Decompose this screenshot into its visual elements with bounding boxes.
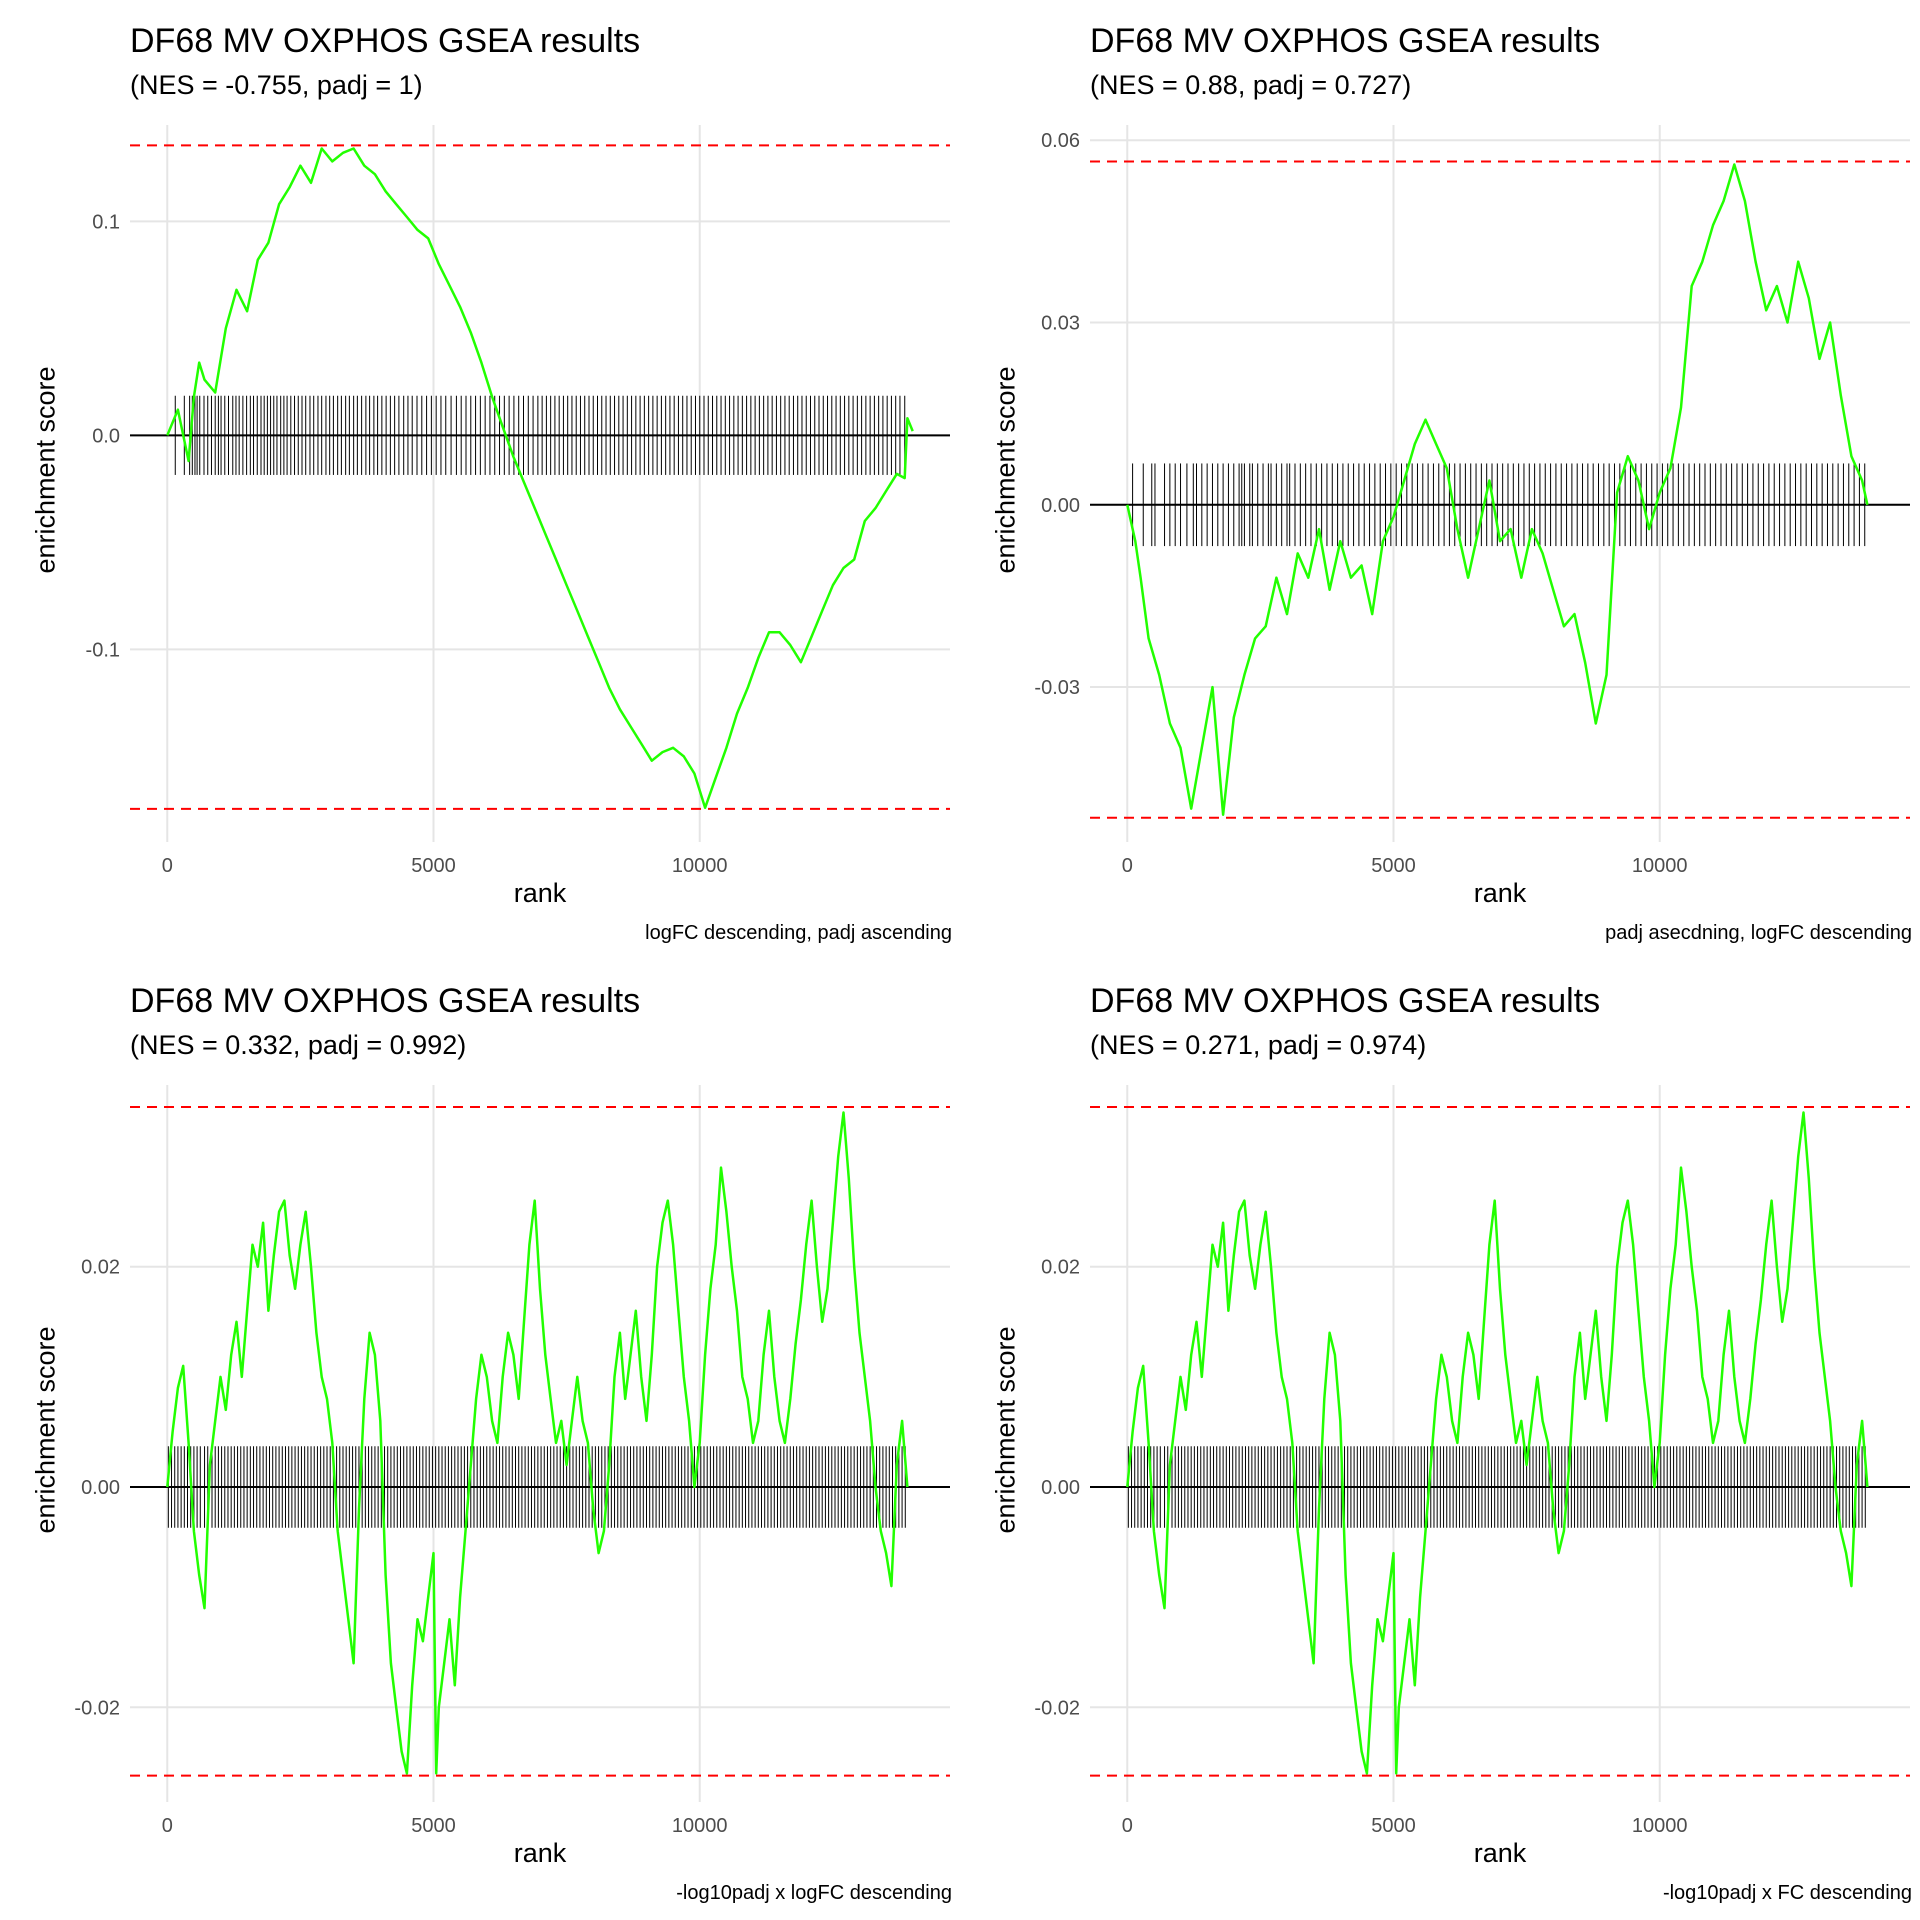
panel-caption: -log10padj x logFC descending <box>676 1882 952 1904</box>
x-tick-label: 5000 <box>411 1815 456 1837</box>
plot-area: -0.03 0.00 0.03 0.06 0 5000 10000 <box>1034 125 1910 877</box>
x-tick-label: 0 <box>1122 855 1133 877</box>
x-tick-label: 10000 <box>672 1815 728 1837</box>
panel-title: DF68 MV OXPHOS GSEA results <box>130 982 641 1020</box>
x-tick-label: 5000 <box>1371 855 1416 877</box>
panel-subtitle: (NES = 0.271, padj = 0.974) <box>1090 1030 1427 1060</box>
y-tick-label: 0.03 <box>1041 312 1080 334</box>
y-axis-label: enrichment score <box>990 1326 1021 1534</box>
x-tick-label: 10000 <box>1632 855 1688 877</box>
panel-caption: logFC descending, padj ascending <box>645 922 952 944</box>
x-axis-label: rank <box>1473 1838 1527 1868</box>
panel-title: DF68 MV OXPHOS GSEA results <box>1090 982 1601 1020</box>
x-axis-label: rank <box>513 878 567 908</box>
panel-caption: -log10padj x FC descending <box>1662 1882 1912 1904</box>
panel-3: DF68 MV OXPHOS GSEA results (NES = 0.332… <box>0 960 960 1920</box>
enrichment-curve <box>1126 1111 1869 1775</box>
enrichment-curve <box>166 147 914 810</box>
enrichment-curve <box>1126 163 1869 816</box>
y-tick-label: 0.00 <box>1041 1477 1080 1499</box>
y-axis-label: enrichment score <box>30 1326 61 1534</box>
y-tick-label: 0.00 <box>81 1477 120 1499</box>
y-tick-label: -0.1 <box>86 639 120 661</box>
x-tick-label: 5000 <box>1371 1815 1416 1837</box>
panel-2: DF68 MV OXPHOS GSEA results (NES = 0.88,… <box>960 0 1920 960</box>
y-tick-label: 0.00 <box>1041 495 1080 517</box>
plot-area: -0.02 0.00 0.02 0 5000 10000 <box>74 1085 950 1837</box>
x-tick-label: 0 <box>162 1815 173 1837</box>
x-axis-label: rank <box>1473 878 1527 908</box>
panel-subtitle: (NES = 0.88, padj = 0.727) <box>1090 70 1412 100</box>
plot-area: -0.02 0.00 0.02 0 5000 10000 <box>1034 1085 1910 1837</box>
panel-title: DF68 MV OXPHOS GSEA results <box>1090 22 1601 60</box>
panel-subtitle: (NES = 0.332, padj = 0.992) <box>130 1030 467 1060</box>
x-axis-label: rank <box>513 1838 567 1868</box>
panel-1: DF68 MV OXPHOS GSEA results (NES = -0.75… <box>0 0 960 960</box>
panel-subtitle: (NES = -0.755, padj = 1) <box>130 70 423 100</box>
y-axis-label: enrichment score <box>990 366 1021 574</box>
x-tick-label: 10000 <box>1632 1815 1688 1837</box>
x-tick-label: 5000 <box>411 855 456 877</box>
y-tick-label: 0.02 <box>1041 1257 1080 1279</box>
x-tick-label: 0 <box>1122 1815 1133 1837</box>
panel-title: DF68 MV OXPHOS GSEA results <box>130 22 641 60</box>
y-tick-label: 0.1 <box>92 211 120 233</box>
y-axis-label: enrichment score <box>30 366 61 574</box>
y-tick-label: -0.03 <box>1034 677 1080 699</box>
enrichment-curve <box>166 1111 909 1775</box>
panel-caption: padj asecdning, logFC descending <box>1605 922 1912 944</box>
y-tick-label: 0.0 <box>92 425 120 447</box>
x-tick-label: 0 <box>162 855 173 877</box>
y-tick-label: 0.06 <box>1041 130 1080 152</box>
y-tick-label: -0.02 <box>74 1697 120 1719</box>
x-tick-label: 10000 <box>672 855 728 877</box>
plot-area: -0.1 0.0 0.1 0 5000 10000 <box>86 125 950 877</box>
panel-4: DF68 MV OXPHOS GSEA results (NES = 0.271… <box>960 960 1920 1920</box>
y-tick-label: 0.02 <box>81 1257 120 1279</box>
y-tick-label: -0.02 <box>1034 1697 1080 1719</box>
